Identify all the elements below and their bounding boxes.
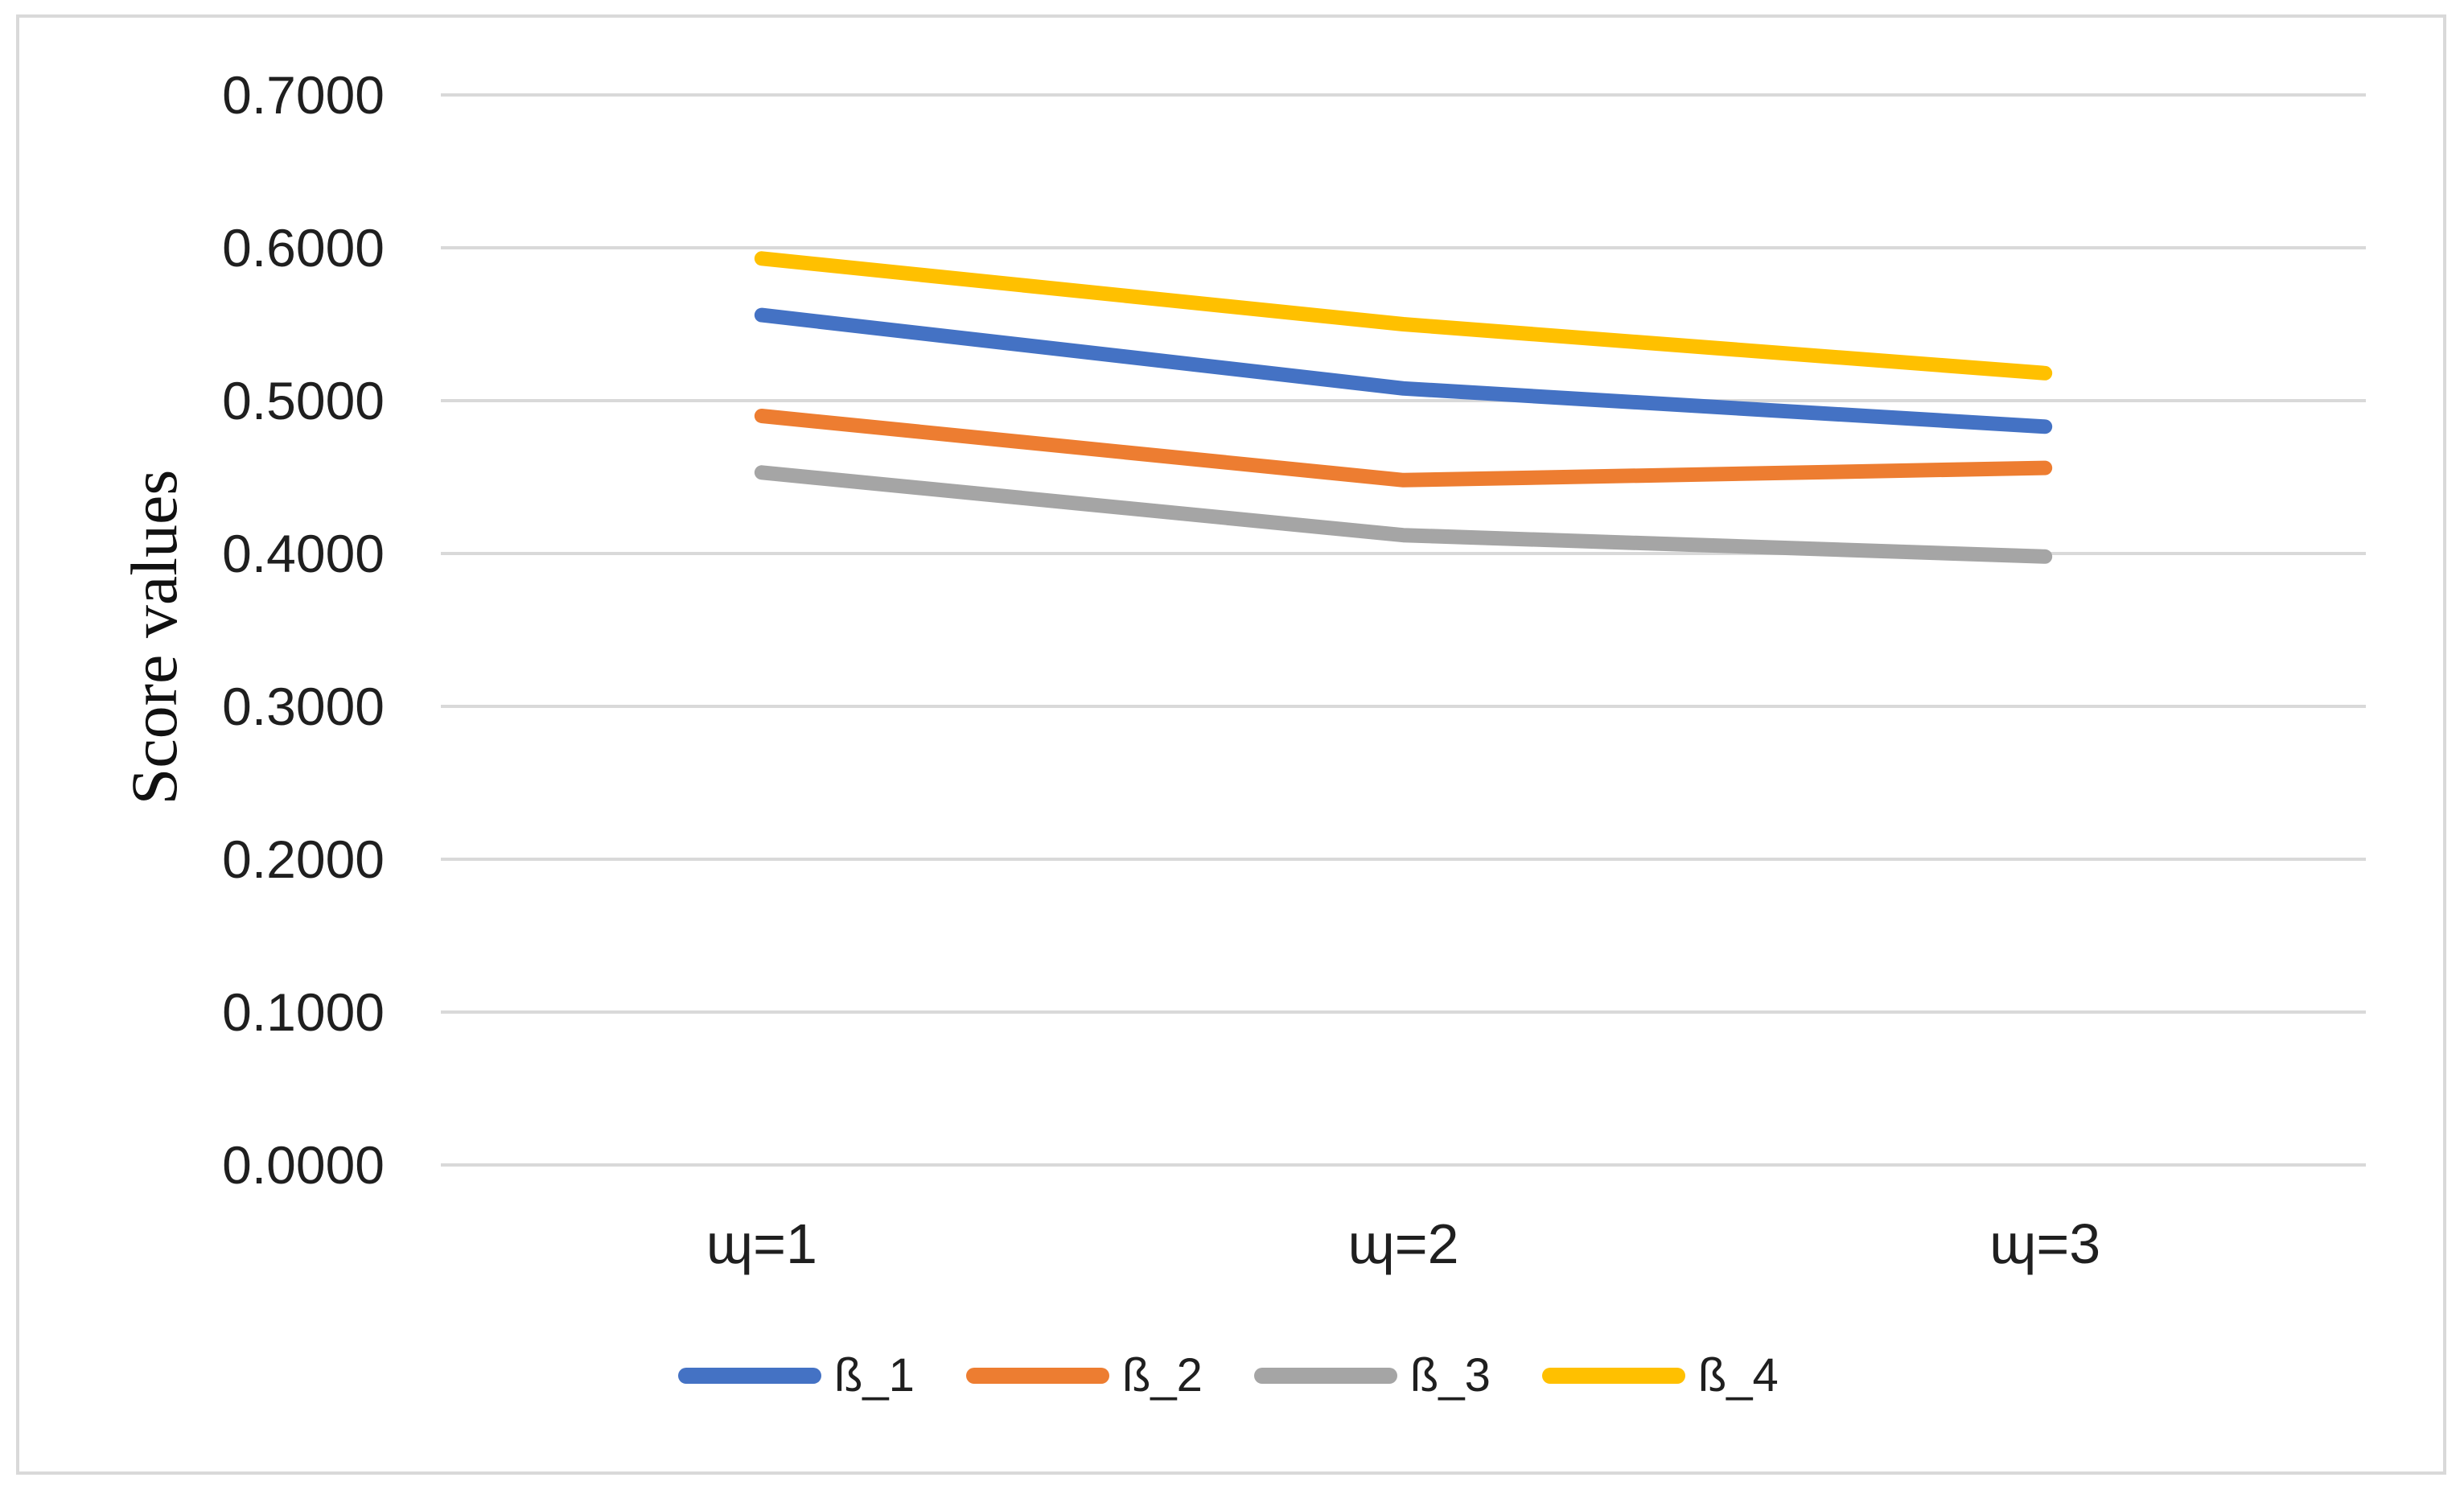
legend-label: ß_1: [834, 1349, 915, 1401]
legend-item: ß_1: [678, 1350, 915, 1401]
y-tick-label: 0.0000: [222, 1135, 385, 1195]
legend-item: ß_4: [1541, 1349, 1779, 1401]
series-line-ß_4: [754, 251, 2053, 381]
series-line-ß_2: [754, 409, 2053, 488]
legend-label: ß_3: [1409, 1349, 1491, 1401]
y-tick-label: 0.6000: [222, 218, 385, 278]
y-tick-label: 0.5000: [222, 371, 385, 430]
y-axis-title: Score values: [117, 469, 191, 805]
y-tick-label: 0.1000: [222, 982, 385, 1042]
legend-swatch-icon: [1541, 1367, 1685, 1384]
y-tick-label: 0.2000: [222, 829, 385, 889]
gridlines: [441, 93, 2366, 1167]
legend-swatch-icon: [1253, 1367, 1397, 1384]
legend-item: ß_3: [1253, 1349, 1491, 1401]
legend-item: ß_2: [965, 1349, 1203, 1401]
legend-swatch-icon: [965, 1367, 1109, 1384]
figure-border: [16, 14, 2446, 1475]
series-line-ß_1: [754, 307, 2053, 434]
legend-swatch-icon: [678, 1367, 821, 1384]
y-tick-label: 0.3000: [222, 677, 385, 736]
y-tick-label: 0.4000: [222, 524, 385, 583]
series-line-ß_3: [754, 465, 2053, 564]
chart-legend: ß_1 ß_2 ß_3 ß_4: [678, 1350, 1779, 1401]
x-tick-label: ɰ=3: [1989, 1212, 2101, 1275]
legend-label: ß_4: [1697, 1349, 1779, 1401]
x-tick-label: ɰ=1: [705, 1212, 817, 1275]
data-series-lines: [754, 251, 2053, 564]
y-tick-label: 0.7000: [222, 65, 385, 125]
legend-label: ß_2: [1121, 1349, 1203, 1401]
x-tick-label: ɰ=2: [1347, 1212, 1459, 1275]
